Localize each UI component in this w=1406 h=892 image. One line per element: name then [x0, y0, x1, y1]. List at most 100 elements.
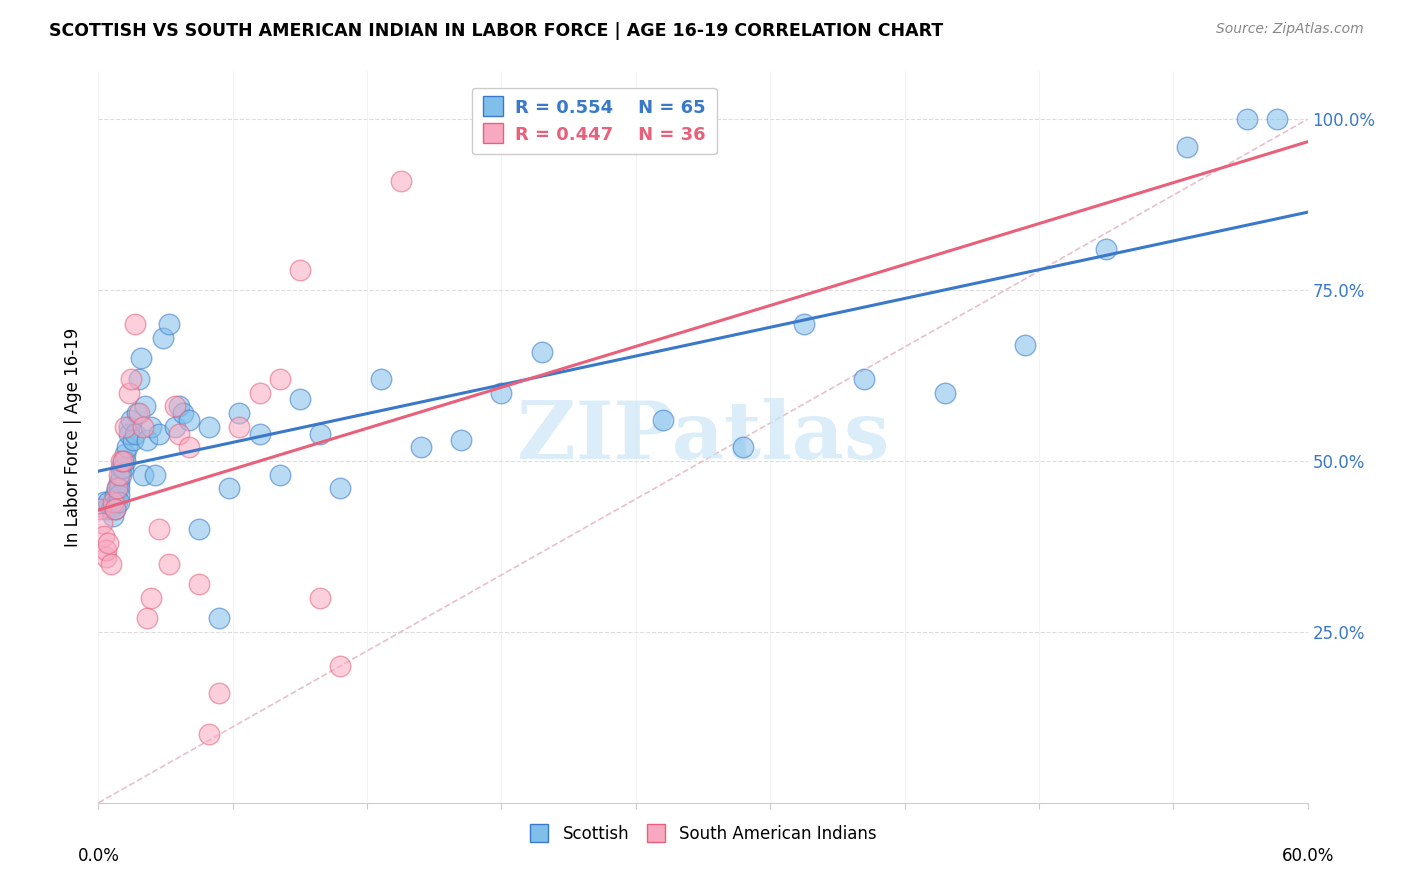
Point [111, 460, 134, 475]
Point [96, 549, 118, 564]
Point [491, 385, 513, 400]
Point [107, 495, 129, 509]
Point [167, 426, 190, 441]
Text: 0.0%: 0.0% [77, 847, 120, 865]
Point [132, 467, 155, 482]
Point [97, 536, 120, 550]
Point [105, 481, 128, 495]
Text: SCOTTISH VS SOUTH AMERICAN INDIAN IN LABOR FORCE | AGE 16-19 CORRELATION CHART: SCOTTISH VS SOUTH AMERICAN INDIAN IN LAB… [49, 22, 943, 40]
Point [132, 420, 155, 434]
Point [125, 406, 148, 420]
Point [129, 351, 152, 366]
Point [143, 467, 166, 482]
Point [370, 372, 392, 386]
Point [107, 467, 129, 482]
Point [249, 426, 271, 441]
Point [269, 372, 291, 386]
Point [172, 406, 194, 420]
Point [105, 481, 128, 495]
Point [218, 481, 240, 495]
Point [115, 440, 138, 454]
Point [101, 508, 124, 523]
Point [179, 440, 201, 454]
Point [651, 413, 673, 427]
Y-axis label: In Labor Force | Age 16-19: In Labor Force | Age 16-19 [65, 327, 83, 547]
Point [118, 385, 141, 400]
Point [288, 262, 311, 277]
Point [853, 372, 876, 386]
Point [121, 434, 143, 448]
Point [1236, 112, 1258, 127]
Point [309, 426, 332, 441]
Point [249, 385, 271, 400]
Point [409, 440, 432, 454]
Point [135, 611, 157, 625]
Point [105, 495, 128, 509]
Point [110, 467, 132, 482]
Point [167, 400, 190, 414]
Point [93, 529, 115, 543]
Point [450, 434, 472, 448]
Point [103, 501, 125, 516]
Point [114, 420, 136, 434]
Point [188, 577, 211, 591]
Text: 60.0%: 60.0% [1281, 847, 1334, 865]
Point [163, 400, 186, 414]
Point [120, 413, 142, 427]
Point [135, 434, 157, 448]
Point [120, 372, 142, 386]
Legend: Scottish, South American Indians: Scottish, South American Indians [523, 818, 883, 849]
Point [198, 420, 221, 434]
Point [152, 331, 174, 345]
Point [96, 542, 118, 557]
Point [103, 488, 125, 502]
Point [288, 392, 311, 407]
Point [934, 385, 956, 400]
Point [148, 426, 170, 441]
Point [157, 318, 180, 332]
Point [110, 460, 132, 475]
Point [101, 495, 124, 509]
Point [111, 454, 134, 468]
Point [118, 420, 141, 434]
Point [793, 318, 815, 332]
Point [134, 400, 156, 414]
Point [208, 686, 231, 700]
Point [97, 495, 120, 509]
Point [139, 420, 162, 434]
Point [93, 495, 115, 509]
Point [96, 501, 118, 516]
Point [733, 440, 755, 454]
Point [91, 516, 114, 530]
Point [198, 727, 221, 741]
Text: ZIPatlas: ZIPatlas [517, 398, 889, 476]
Point [1014, 338, 1036, 352]
Point [329, 481, 352, 495]
Point [179, 413, 201, 427]
Point [1095, 242, 1118, 256]
Point [163, 420, 186, 434]
Point [188, 522, 211, 536]
Point [107, 481, 129, 495]
Point [103, 501, 125, 516]
Point [114, 447, 136, 461]
Point [118, 426, 141, 441]
Point [110, 454, 132, 468]
Point [89, 501, 111, 516]
Point [389, 174, 412, 188]
Point [269, 467, 291, 482]
Point [128, 372, 150, 386]
Point [124, 426, 146, 441]
Point [157, 557, 180, 571]
Text: Source: ZipAtlas.com: Source: ZipAtlas.com [1216, 22, 1364, 37]
Point [1175, 139, 1198, 153]
Point [228, 406, 250, 420]
Point [111, 454, 134, 468]
Point [128, 406, 150, 420]
Point [100, 557, 122, 571]
Point [530, 344, 553, 359]
Point [228, 420, 250, 434]
Point [124, 318, 146, 332]
Point [208, 611, 231, 625]
Point [139, 591, 162, 605]
